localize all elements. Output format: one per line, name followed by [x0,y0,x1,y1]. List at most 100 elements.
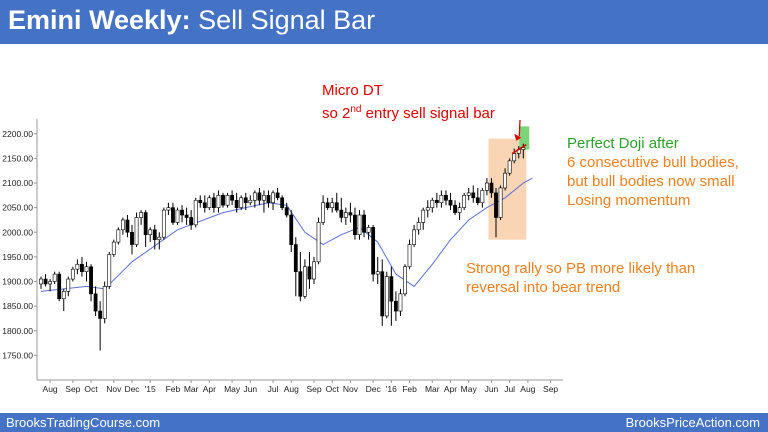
bull-candle [425,207,430,211]
bull-candle [121,219,125,231]
x-tick-label: Sep [65,384,80,394]
bull-candle [403,266,407,295]
bear-candle [444,195,448,201]
bull-candle [116,229,121,243]
bull-candle [84,266,89,272]
x-tick-label: '16 [386,384,397,394]
bear-candle [289,214,294,245]
bear-candle [184,214,189,218]
annotation-micro-dt-line2: so 2nd entry sell signal bar [322,104,495,122]
bull-candle [262,195,266,201]
annotation-rally-line2: reversal into bear trend [466,279,621,296]
bear-candle [189,217,194,226]
bear-candle [284,207,289,216]
x-tick-label: Mar [425,384,440,394]
bear-candle [257,192,262,201]
bear-candle [339,209,344,218]
bull-candle [52,273,57,282]
bull-candle [512,153,517,162]
x-tick-label: Oct [84,384,98,394]
bear-candle [243,197,248,204]
bear-candle [362,214,366,233]
annotation-doji-line4: Losing momentum [567,192,691,209]
bull-candle [161,209,166,238]
page-title: Emini Weekly: Sell Signal Bar [8,5,375,36]
bear-candle [448,199,453,206]
bull-candle [312,261,316,280]
x-tick-label: Aug [43,384,58,394]
x-tick-label: Jul [504,384,515,394]
x-tick-label: Sep [306,384,321,394]
bear-candle [280,197,285,208]
bull-candle [457,207,462,213]
bull-candle [39,278,43,285]
bull-candle [66,278,71,292]
bull-candle [343,212,348,218]
x-tick-label: Apr [203,384,216,394]
bear-candle [234,199,239,208]
bear-candle [471,192,476,199]
bear-candle [152,229,157,240]
x-tick-label: Sep [543,384,558,394]
bear-candle [98,310,103,319]
bull-candle [134,217,139,245]
bear-candle [80,263,84,272]
bull-candle [498,187,503,218]
x-tick-label: Dec [124,384,140,394]
x-tick-label: May [224,384,241,394]
y-tick-label: 2050.00 [2,203,33,213]
bull-candle [302,266,307,297]
bear-candle [353,214,357,236]
y-tick-label: 1900.00 [2,277,33,287]
x-tick-label: Jun [485,384,499,394]
annotation-doji-line3: but bull bodies now small [567,173,735,190]
bull-candle [430,199,435,208]
annotation-arrowhead [514,133,522,141]
bull-candle [503,172,508,189]
bear-candle [266,195,271,204]
x-tick-label: May [461,384,478,394]
bull-candle [366,227,371,233]
micro-double-top-line [511,143,527,155]
footer-left-site: BrooksTradingCourse.com [6,415,161,430]
bull-candle [193,199,198,226]
bear-candle [130,231,134,245]
bull-candle [357,214,362,236]
y-tick-label: 2000.00 [2,227,33,237]
bull-candle [412,229,417,245]
bear-candle [334,202,339,211]
bull-candle [407,244,412,268]
bull-candle [175,209,180,223]
bear-candle [89,266,93,295]
bull-candle [466,192,471,196]
bear-candle [93,293,98,312]
annotation-arrow-line [518,119,521,137]
bear-candle [198,199,203,204]
x-tick-label: Mar [184,384,199,394]
bear-candle [143,212,148,236]
bear-candle [202,202,207,208]
rally-highlight-box [488,138,527,240]
annotation-micro-dt: Micro DT so 2nd entry sell signal bar [322,81,495,123]
bull-candle [102,286,107,319]
footer-bar: BrooksTradingCourse.com BrooksPriceActio… [0,413,768,432]
y-tick-label: 2150.00 [2,153,33,163]
bear-candle [489,182,494,194]
y-tick-label: 2100.00 [2,178,33,188]
bull-candle [252,192,257,201]
bear-candle [348,212,353,216]
x-tick-label: Aug [284,384,299,394]
bull-candle [166,207,171,211]
title-bar: Emini Weekly: Sell Signal Bar [0,0,768,44]
bull-candle [521,147,526,150]
bull-candle [480,190,485,204]
bull-candle [421,209,426,223]
bear-candle [57,273,62,300]
bear-candle [307,266,312,280]
bull-candle [248,199,253,204]
bull-candle [225,195,230,206]
bear-candle [389,276,394,302]
bull-candle [316,222,321,263]
title-rest: Sell Signal Bar [190,5,376,35]
